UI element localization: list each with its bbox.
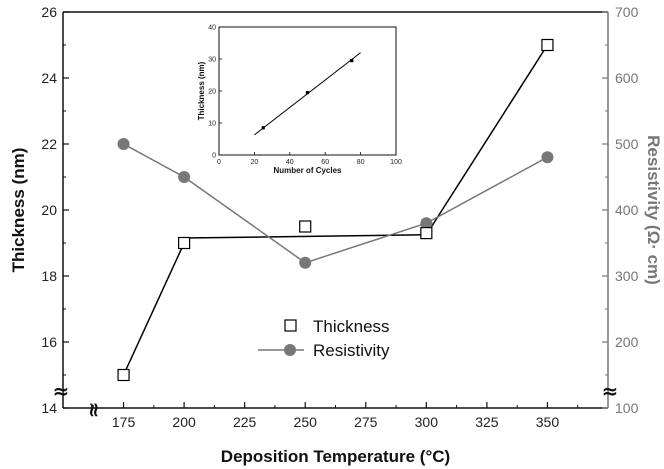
inset-point [261, 126, 265, 130]
x-tick-label: 250 [294, 414, 318, 430]
inset-point [305, 91, 310, 95]
y-right-tick-label: 600 [615, 70, 639, 86]
x-tick-label: 325 [475, 414, 499, 430]
inset-x-axis-title: Number of Cycles [273, 166, 342, 175]
inset-point [350, 59, 354, 63]
resistivity-point [541, 151, 554, 164]
y-right-tick-label: 400 [615, 202, 639, 218]
thickness-fit-line [425, 44, 549, 236]
inset-x-tick-label: 0 [217, 159, 221, 166]
y-right-tick-label: 500 [615, 136, 639, 152]
main-plot: 175 200 225 250 275 300 325 3501416182022242610… [9, 4, 663, 466]
y-left-tick-label: 22 [41, 136, 57, 152]
y-left-tick-label: 24 [41, 70, 57, 86]
resistivity-point [299, 256, 312, 269]
x-tick-label: 225 [233, 414, 257, 430]
y-right-tick-label: 100 [615, 400, 639, 416]
y-left-tick-label: 20 [41, 202, 57, 218]
inset-y-tick-label: 30 [208, 57, 216, 64]
thickness-fit-line [184, 234, 427, 239]
inset-y-tick-label: 20 [208, 89, 216, 96]
inset-x-tick-label: 40 [286, 159, 294, 166]
thickness-point [178, 236, 191, 250]
legend-thickness-marker [284, 319, 297, 332]
resistivity-point [420, 217, 433, 230]
y-left-axis-title: Thickness (nm) [9, 148, 28, 273]
inset-x-tick-label: 80 [357, 159, 365, 166]
inset-y-tick-label: 10 [208, 121, 216, 128]
x-tick-label: 300 [415, 414, 439, 430]
thickness-fit-line [122, 242, 185, 376]
legend-thickness-label: Thickness [313, 317, 390, 336]
y-right-axis-title: Resistivity (Ω· cm) [644, 135, 663, 285]
legend-resistivity-marker [284, 344, 296, 356]
x-axis-break: ≈ [82, 402, 106, 419]
inset-y-axis-title: Thickness (nm) [197, 61, 206, 120]
y-left-tick-label: 16 [41, 334, 57, 350]
inset-x-tick-label: 100 [390, 159, 402, 166]
left-axis-break: ≈ [53, 379, 70, 403]
y-left-tick-label: 14 [41, 400, 57, 416]
thickness-point [117, 368, 130, 382]
resistivity-point [178, 171, 191, 183]
x-tick-label: 200 [172, 414, 196, 430]
inset-y-tick-label: 40 [208, 25, 216, 32]
thickness-point [420, 227, 433, 240]
y-right-tick-label: 700 [615, 4, 639, 20]
x-tick-label: 175 [112, 414, 136, 430]
y-left-tick-label: 18 [41, 268, 57, 284]
x-axis-title: Deposition Temperature (°C) [221, 447, 450, 466]
x-tick-label: 350 [536, 414, 560, 430]
y-right-tick-label: 200 [615, 334, 639, 350]
inset-y-tick-label: 0 [212, 153, 216, 160]
resistivity-point [117, 138, 130, 150]
inset-x-tick-label: 20 [251, 159, 259, 166]
x-tick-label: 275 [354, 414, 378, 430]
legend-resistivity-label: Resistivity [313, 341, 390, 360]
y-left-tick-label: 26 [41, 4, 57, 20]
thickness-point [299, 220, 312, 233]
inset-x-tick-label: 60 [321, 159, 329, 166]
thickness-point [541, 38, 554, 52]
y-right-tick-label: 300 [615, 268, 639, 284]
right-axis-break: ≈ [602, 379, 619, 403]
